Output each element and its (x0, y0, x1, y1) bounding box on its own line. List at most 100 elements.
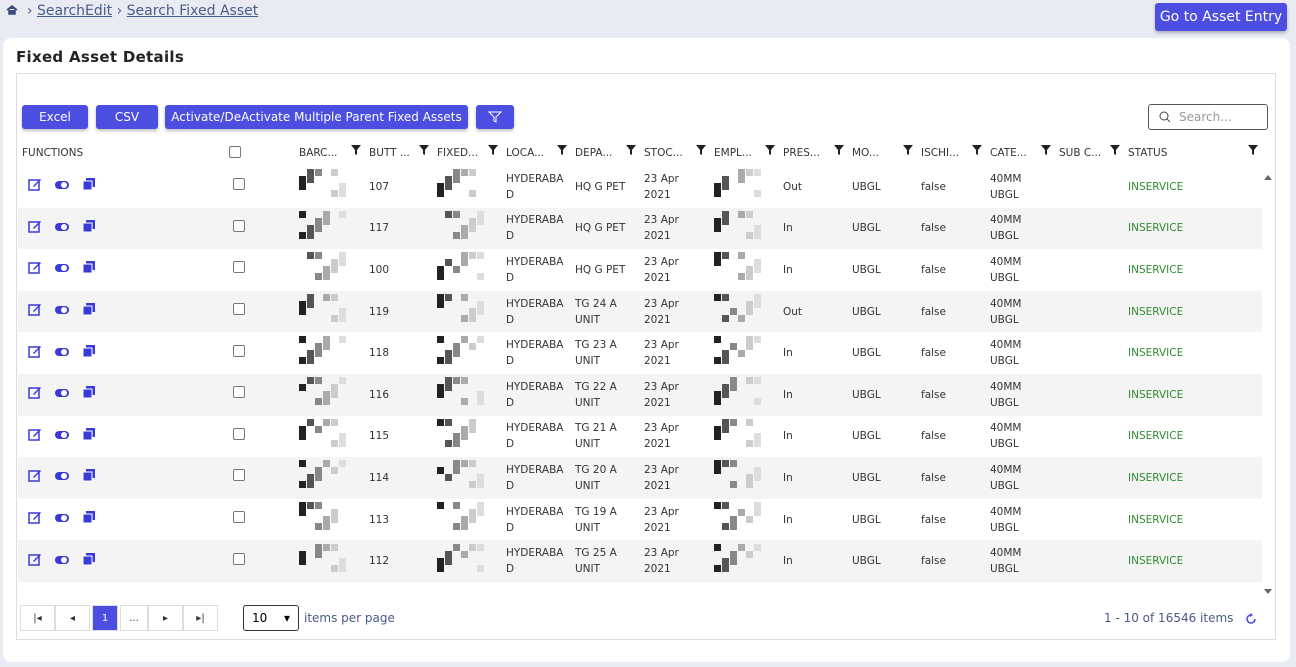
location: HYDERABAD (506, 172, 564, 201)
toggle-icon[interactable] (54, 514, 70, 527)
csv-button[interactable]: CSV (96, 105, 158, 129)
go-to-asset-entry[interactable]: Go to Asset Entry (1155, 3, 1287, 31)
last-page[interactable]: ▸| (183, 605, 218, 631)
excel-button[interactable]: Excel (22, 105, 88, 129)
row-select[interactable] (225, 332, 295, 374)
column-header[interactable]: FIXED... (433, 140, 502, 166)
edit-icon[interactable] (28, 387, 42, 402)
current-page[interactable]: 1 (92, 605, 118, 631)
row-select[interactable] (225, 207, 295, 250)
items-summary: 1 - 10 of 16546 items (1104, 611, 1234, 625)
toggle-icon[interactable] (54, 472, 70, 485)
department: TG 20 A UNIT (571, 457, 640, 499)
refresh[interactable] (1244, 612, 1258, 626)
butt-number: 100 (369, 263, 390, 276)
column-header[interactable]: FUNCTIONS (18, 140, 225, 166)
category: 40MM UBGL (986, 207, 1055, 250)
edit-icon[interactable] (28, 304, 42, 319)
select-all[interactable] (225, 140, 295, 166)
edit-icon[interactable] (28, 220, 42, 236)
edit-icon[interactable] (28, 553, 42, 569)
copy-icon[interactable] (82, 303, 96, 319)
column-label: FIXED... (437, 147, 479, 159)
search-box[interactable]: Search... (1148, 104, 1268, 130)
edit-icon[interactable] (28, 512, 42, 527)
row-select[interactable] (225, 166, 295, 208)
column-header[interactable]: STATUS (1124, 140, 1262, 166)
column-header[interactable]: BUTT ... (365, 140, 433, 166)
column-label: FUNCTIONS (22, 147, 84, 159)
row-select[interactable] (225, 416, 295, 458)
toggle-icon[interactable] (54, 264, 70, 277)
copy-icon[interactable] (82, 219, 96, 236)
row-select[interactable] (225, 499, 295, 541)
home-icon[interactable] (6, 5, 18, 15)
copy-icon[interactable] (82, 552, 96, 569)
butt-number: 114 (365, 457, 433, 499)
row-select[interactable] (225, 373, 295, 416)
functions (18, 540, 225, 582)
crumb[interactable]: Search Fixed Asset (126, 3, 259, 19)
column-header[interactable]: LOCA... (502, 140, 571, 166)
crumb[interactable]: SearchEdit (36, 3, 113, 19)
redacted-pixels (714, 377, 764, 407)
department: TG 21 A UNIT (575, 422, 617, 451)
prev-page[interactable]: ◂ (55, 605, 90, 631)
column-header[interactable]: CATE... (986, 140, 1055, 166)
row-select[interactable] (225, 290, 295, 333)
copy-icon[interactable] (82, 386, 96, 402)
mo: UBGL (852, 347, 881, 360)
edit-icon[interactable] (28, 179, 42, 194)
first-page[interactable]: |◂ (20, 605, 55, 631)
toggle-icon[interactable] (54, 181, 70, 194)
copy-icon[interactable] (82, 261, 96, 277)
copy-icon[interactable] (82, 178, 96, 194)
toggle-icon[interactable] (54, 430, 70, 444)
column-header[interactable]: STOC... (640, 140, 710, 166)
next-page[interactable]: ▸ (148, 605, 183, 631)
column-header[interactable]: SUB C... (1055, 140, 1124, 166)
fixed-asset-cell (433, 332, 502, 374)
clear-filter-button[interactable] (476, 105, 514, 129)
copy-icon[interactable] (82, 511, 96, 527)
edit-icon[interactable] (28, 262, 42, 277)
column-header[interactable]: ISCHI... (917, 140, 986, 166)
mo: UBGL (852, 430, 881, 443)
location: HYDERABAD (502, 207, 571, 250)
functions (18, 332, 225, 374)
barcode-cell (295, 457, 365, 499)
row-select[interactable] (225, 249, 295, 291)
more-pages[interactable]: ... (120, 605, 148, 631)
toggle-icon[interactable] (54, 347, 70, 361)
department: HQ G PET (575, 180, 626, 193)
is-child: false (917, 207, 986, 250)
page-size[interactable]: 10 ▾ (243, 605, 299, 631)
column-header[interactable]: DEPA... (571, 140, 640, 166)
pager: |◂ ◂ 1 ... ▸ ▸| (20, 605, 218, 631)
column-header[interactable]: BARC... (295, 140, 365, 166)
barcode-cell (295, 416, 365, 458)
column-header[interactable]: EMPL... (710, 140, 779, 166)
department: TG 22 A UNIT (571, 373, 640, 416)
butt-number: 119 (365, 290, 433, 333)
toggle-icon[interactable] (54, 306, 70, 319)
row-select[interactable] (225, 540, 295, 582)
toggle-icon[interactable] (54, 222, 70, 236)
edit-icon[interactable] (28, 428, 42, 444)
copy-icon[interactable] (82, 344, 96, 361)
employee-cell (710, 373, 779, 416)
column-header[interactable]: PRES... (779, 140, 848, 166)
column-header[interactable]: MO... (848, 140, 917, 166)
copy-icon[interactable] (82, 469, 96, 485)
scrollbar[interactable] (1262, 170, 1274, 600)
toggle-icon[interactable] (54, 389, 70, 402)
edit-icon[interactable] (28, 345, 42, 361)
toggle-icon[interactable] (54, 555, 70, 569)
copy-icon[interactable] (82, 427, 96, 444)
column-label: CATE... (990, 147, 1027, 159)
row-select[interactable] (225, 457, 295, 499)
edit-icon[interactable] (28, 470, 42, 485)
activate-button[interactable]: Activate/DeActivate Multiple Parent Fixe… (165, 105, 468, 129)
category: 40MM UBGL (990, 339, 1022, 368)
